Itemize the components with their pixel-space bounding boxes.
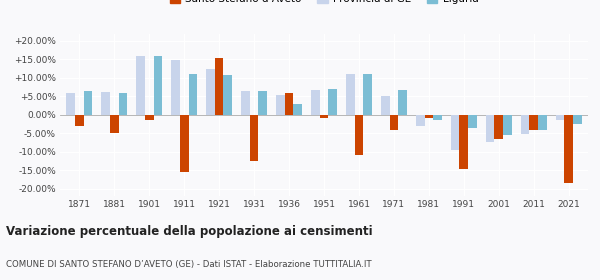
Bar: [215, 58, 223, 115]
Bar: [180, 115, 188, 172]
Bar: [241, 91, 250, 115]
Bar: [565, 115, 573, 183]
Bar: [284, 93, 293, 115]
Bar: [460, 115, 468, 169]
Bar: [206, 69, 215, 115]
Bar: [101, 92, 110, 115]
Bar: [556, 115, 565, 120]
Text: Variazione percentuale della popolazione ai censimenti: Variazione percentuale della popolazione…: [6, 225, 373, 238]
Bar: [468, 115, 477, 128]
Bar: [346, 74, 355, 115]
Bar: [110, 115, 119, 132]
Legend: Santo Stefano d’Aveto, Provincia di GE, Liguria: Santo Stefano d’Aveto, Provincia di GE, …: [166, 0, 482, 8]
Bar: [188, 74, 197, 115]
Bar: [451, 115, 460, 150]
Bar: [355, 115, 364, 155]
Bar: [259, 91, 267, 115]
Bar: [320, 115, 328, 118]
Bar: [276, 95, 284, 115]
Text: COMUNE DI SANTO STEFANO D’AVETO (GE) - Dati ISTAT - Elaborazione TUTTITALIA.IT: COMUNE DI SANTO STEFANO D’AVETO (GE) - D…: [6, 260, 371, 269]
Bar: [529, 115, 538, 130]
Bar: [250, 115, 259, 161]
Bar: [75, 115, 83, 126]
Bar: [503, 115, 512, 135]
Bar: [293, 104, 302, 115]
Bar: [573, 115, 582, 124]
Bar: [223, 75, 232, 115]
Bar: [145, 115, 154, 120]
Bar: [83, 91, 92, 115]
Bar: [364, 74, 372, 115]
Bar: [381, 95, 389, 115]
Bar: [154, 57, 162, 115]
Bar: [486, 115, 494, 143]
Bar: [328, 89, 337, 115]
Bar: [389, 115, 398, 130]
Bar: [538, 115, 547, 130]
Bar: [171, 60, 180, 115]
Bar: [398, 90, 407, 115]
Bar: [521, 115, 529, 134]
Bar: [425, 115, 433, 118]
Bar: [136, 56, 145, 115]
Bar: [119, 94, 127, 115]
Bar: [416, 115, 425, 126]
Bar: [433, 115, 442, 120]
Bar: [311, 90, 320, 115]
Bar: [66, 93, 75, 115]
Bar: [494, 115, 503, 139]
